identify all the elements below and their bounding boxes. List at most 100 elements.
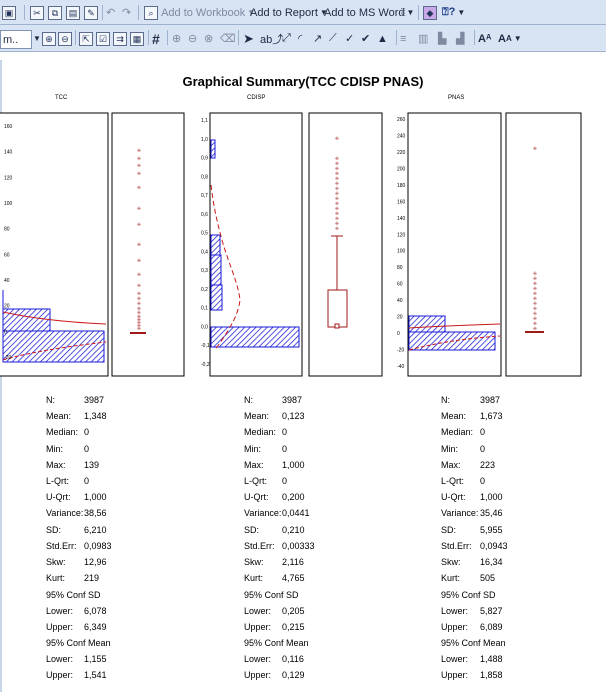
font-size-icon[interactable]: A A ▼ xyxy=(498,32,522,45)
draw-arrow-icon[interactable]: ↗ xyxy=(313,33,323,45)
sheet-options-icon[interactable]: ⁞⁞ xyxy=(400,6,407,19)
send-back-icon[interactable]: ▟ xyxy=(456,33,465,45)
stat-value: 38,56 xyxy=(84,508,107,519)
boxplot-outlier: ⁜ xyxy=(335,171,339,177)
stat-value: 505 xyxy=(480,573,496,584)
boxplot-outlier: ⁜ xyxy=(335,191,339,197)
graph-select-icon[interactable]: ⇱ xyxy=(79,30,93,47)
stat-label: Skw: xyxy=(244,557,264,567)
zoom-region-icon[interactable]: ⊕ xyxy=(172,33,182,45)
panel-title-cdisp: CDISP xyxy=(247,95,266,101)
add-to-report-button[interactable]: Add to Report ▼ xyxy=(250,4,328,21)
chevron-down-icon: ▼ xyxy=(319,8,328,17)
erase-icon[interactable]: ⌫ xyxy=(220,33,236,45)
boxplot-outlier: ⁜ xyxy=(137,148,141,154)
draw-check-icon[interactable]: ✔ xyxy=(361,33,371,45)
copy-icon[interactable]: ⧉ xyxy=(48,4,62,21)
stat-value: 0,116 xyxy=(282,654,304,664)
draw-line-icon[interactable]: ⤢ xyxy=(282,32,291,44)
print-preview-icon[interactable]: ▣ xyxy=(2,4,16,21)
pointer-icon[interactable]: ➤ xyxy=(243,30,254,46)
boxplot-outlier: ⁜ xyxy=(335,196,339,202)
y-tick-label: 40 xyxy=(4,278,10,284)
toolbar-main: ▣ ✂ ⧉ ▤ ✎ ↶ ↷ ⌕ Add to Workbook ▼ Add to … xyxy=(0,0,606,25)
bring-front-icon[interactable]: ▙ xyxy=(438,33,447,45)
align-left-icon[interactable]: ≡ xyxy=(400,32,407,45)
stat-label: U-Qrt: xyxy=(46,492,71,503)
boxplot-outlier: ⁜ xyxy=(335,161,339,167)
stat-value: 1,000 xyxy=(480,492,503,503)
stat-value: 0,205 xyxy=(282,606,305,616)
stat-value: 0,210 xyxy=(282,524,305,535)
boxplot-outlier: ⁜ xyxy=(137,314,141,320)
stat-label: N: xyxy=(244,395,253,405)
book-icon[interactable]: ◆ xyxy=(423,4,437,21)
paste-icon[interactable]: ▤ xyxy=(66,4,80,21)
chevron-down-icon[interactable]: ▼ xyxy=(33,34,41,43)
stat-label: L-Qrt: xyxy=(441,476,465,486)
add-to-workbook-button[interactable]: ⌕ Add to Workbook ▼ xyxy=(144,4,255,21)
stat-label: Lower: xyxy=(441,654,469,664)
grid-icon[interactable]: # xyxy=(152,30,160,47)
stat-label: Median: xyxy=(441,427,474,438)
toolbar-separator xyxy=(418,5,419,20)
zoom-out-icon[interactable]: ⊖ xyxy=(58,30,72,47)
add-to-ms-word-button[interactable]: Add to MS Word ▼ xyxy=(324,4,414,21)
y-tick-label: 0,2 xyxy=(201,287,208,293)
zoom-reset-icon[interactable]: ⊖ xyxy=(188,33,198,45)
pnas-normal-curve xyxy=(408,335,501,351)
stat-label: Lower: xyxy=(46,606,74,616)
boxplot-outlier: ⁜ xyxy=(533,146,537,152)
graph-layout-icon[interactable]: ▦ xyxy=(130,30,144,47)
toolbar-separator xyxy=(474,30,475,45)
cdisp-outliers: ⁜⁜⁜⁜⁜⁜⁜⁜⁜⁜⁜⁜⁜⁜⁜⁜ xyxy=(335,136,339,232)
pnas-histogram-bar xyxy=(408,315,446,333)
cut-icon[interactable]: ✂ xyxy=(30,4,44,21)
redo-icon[interactable]: ↷ xyxy=(122,7,132,19)
boxplot-outlier: ⁜ xyxy=(335,206,339,212)
y-tick-label: 220 xyxy=(397,150,406,156)
y-tick-label: 0,1 xyxy=(201,306,208,312)
stat-value: 0,129 xyxy=(282,670,305,680)
stat-label: SD: xyxy=(441,524,457,535)
stat-label: U-Qrt: xyxy=(244,492,269,503)
draw-arc-icon[interactable]: ◜ xyxy=(298,33,303,45)
stat-label: Upper: xyxy=(244,622,272,632)
draw-brush-icon[interactable]: ✓ xyxy=(345,33,355,45)
stat-label: N: xyxy=(46,395,55,405)
align-right-icon[interactable]: ▥ xyxy=(418,33,429,45)
boxplot-outlier: ⁜ xyxy=(533,276,537,282)
insert-image-icon[interactable]: ▲ xyxy=(377,32,388,45)
stat-label: Lower: xyxy=(46,654,74,664)
format-painter-icon[interactable]: ✎ xyxy=(84,4,98,21)
stat-label: Mean: xyxy=(244,411,270,422)
boxplot-outlier: ⁜ xyxy=(137,156,141,162)
y-tick-label: 0,4 xyxy=(201,249,208,255)
y-tick-label: 160 xyxy=(4,124,13,130)
boxplot-outlier: ⁜ xyxy=(137,206,141,212)
pnas-normal-curve xyxy=(408,323,501,329)
help-icon[interactable]: ⍰? ▼ xyxy=(442,6,466,18)
ci-mean-title: 95% Conf Mean xyxy=(441,638,506,648)
y-tick-label: 120 xyxy=(4,175,13,181)
graph-edit-icon[interactable]: ☑ xyxy=(96,30,110,47)
cdisp-histogram-bar xyxy=(210,254,222,286)
graph-brush-icon[interactable]: ⇉ xyxy=(113,30,127,47)
y-tick-label: 160 xyxy=(397,199,406,205)
y-tick-label: 80 xyxy=(397,265,403,271)
annotate-text-icon[interactable]: ab⤴ xyxy=(260,33,284,46)
draw-polyline-icon[interactable]: ⟋ xyxy=(329,32,337,44)
crosshair-icon[interactable]: ⊗ xyxy=(204,33,214,45)
stat-value: 0 xyxy=(282,427,288,438)
zoom-dropdown[interactable]: m.. xyxy=(0,30,32,49)
cdisp-boxplot-box xyxy=(327,289,348,328)
chevron-down-icon: ▼ xyxy=(457,8,466,17)
undo-icon[interactable]: ↶ xyxy=(106,7,116,19)
stat-value: 1,673 xyxy=(480,411,503,422)
zoom-in-icon[interactable]: ⊕ xyxy=(42,30,56,47)
boxplot-outlier: ⁜ xyxy=(533,286,537,292)
stat-value: 0 xyxy=(480,427,486,438)
y-tick-label: 140 xyxy=(4,150,13,156)
